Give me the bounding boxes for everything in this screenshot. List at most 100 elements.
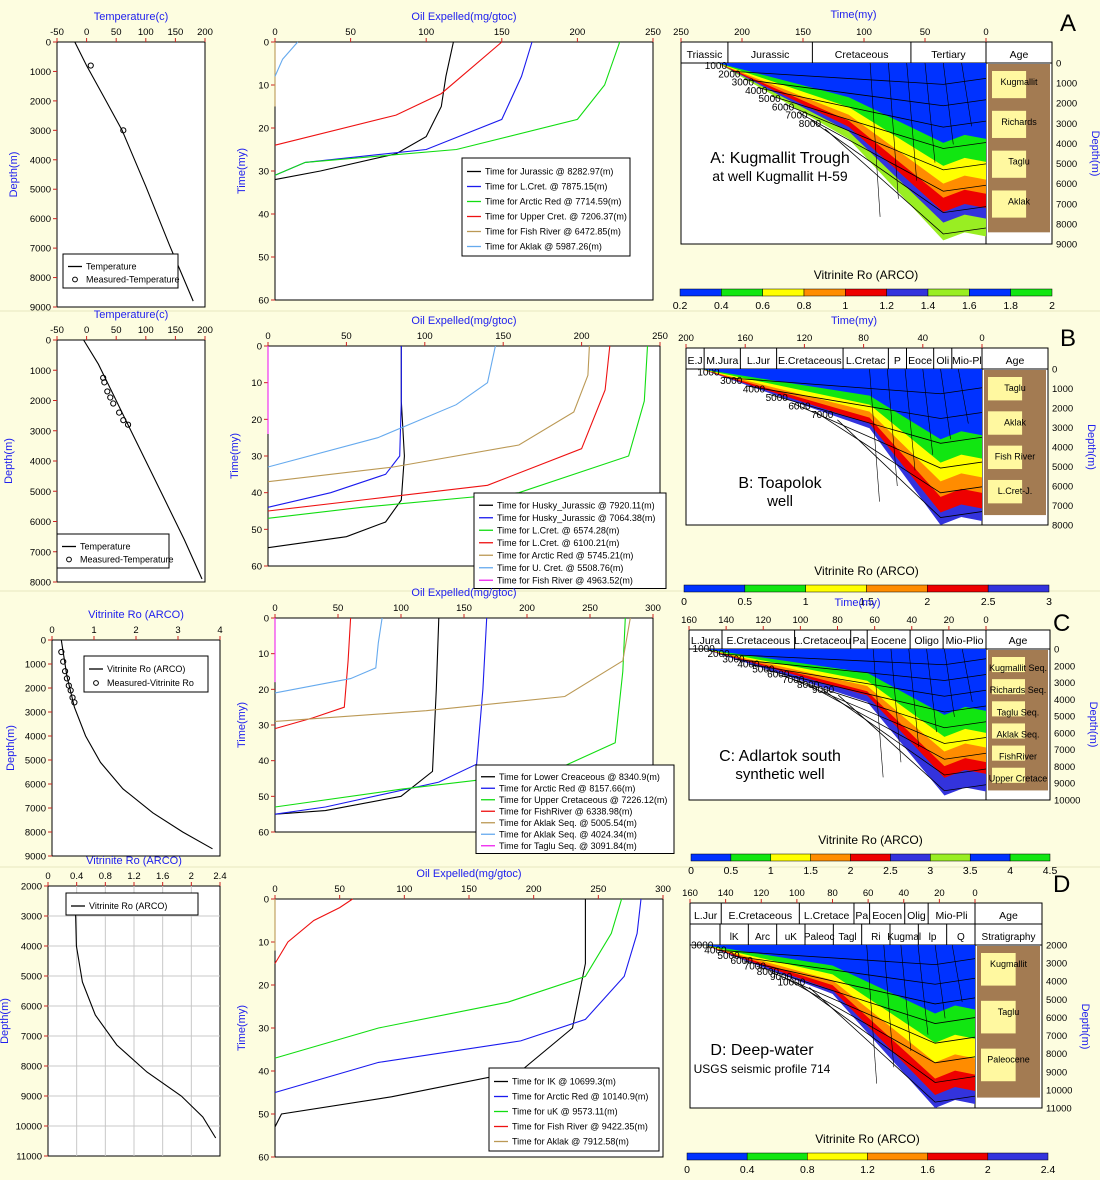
period-label: Tertiary xyxy=(931,49,966,61)
y-tick-label: 10 xyxy=(258,649,269,660)
depth-tick-label: 6000 xyxy=(1056,179,1077,190)
series-line xyxy=(274,617,488,815)
depth-tick-label: 2000 xyxy=(1054,661,1075,672)
y-tick-label: 10 xyxy=(251,378,262,389)
time-tick-label: 50 xyxy=(920,27,931,38)
ro-bar-tick: 1.4 xyxy=(921,300,936,312)
x-tick-label: 0 xyxy=(272,603,277,614)
strat-label: Arc xyxy=(755,932,770,943)
ro-bar-tick: 1.5 xyxy=(859,596,874,608)
y-tick-label: 3000 xyxy=(21,912,42,923)
contour-label: 3000 xyxy=(732,78,755,89)
measured-point xyxy=(87,62,94,69)
y-tick-label: 2000 xyxy=(30,396,51,407)
y-tick-label: 50 xyxy=(258,1110,269,1121)
time-tick-label: 20 xyxy=(944,615,955,626)
time-line xyxy=(890,648,902,763)
time-line xyxy=(943,62,954,145)
depth-tick-label: 5000 xyxy=(1054,712,1075,723)
contour-label: 1000 xyxy=(693,644,716,655)
x-tick-label: 200 xyxy=(569,27,585,38)
depth-contour xyxy=(769,971,976,1044)
depth-tick-label: 10000 xyxy=(1046,1085,1072,1096)
legend-label: Measured-Temperature xyxy=(80,555,174,565)
ro-bar-tick: 4.5 xyxy=(1043,865,1058,877)
ro-bar-tick: 2.5 xyxy=(883,865,898,877)
period-label: E.Cretaceous xyxy=(778,355,842,367)
depth-tick-label: 2000 xyxy=(1046,941,1067,952)
x-tick-label: -50 xyxy=(50,27,64,38)
ro-bar-segment xyxy=(927,1152,989,1161)
formation-label: Richards Seq. xyxy=(990,685,1047,695)
x-tick-label: 50 xyxy=(111,325,122,336)
legend-label: Temperature xyxy=(80,542,131,552)
ro-bar-tick: 1.8 xyxy=(1003,300,1018,312)
contour-label: 3000 xyxy=(720,376,743,387)
depth-axis-title: Depth(m) xyxy=(1085,424,1097,470)
legend-label: Time for U. Cret. @ 5508.76(m) xyxy=(497,563,623,573)
series-line xyxy=(274,41,503,146)
legend-marker xyxy=(72,276,78,283)
depth-tick-label: 0 xyxy=(1054,645,1059,656)
depth-contour xyxy=(782,976,976,1064)
depth-tick-label: 3000 xyxy=(1056,119,1077,130)
depth-contour xyxy=(784,103,987,171)
strat-header: Stratigraphy xyxy=(982,932,1036,943)
depth-contour xyxy=(771,95,987,149)
depth-tick-label: 7000 xyxy=(1046,1031,1067,1042)
y-tick-label: 0 xyxy=(46,38,51,49)
series-line xyxy=(274,41,299,77)
depth-contour xyxy=(718,653,987,666)
x-tick-label: 2 xyxy=(189,871,194,882)
y-tick-label: 8000 xyxy=(25,828,46,839)
x-tick-label: 100 xyxy=(417,331,433,342)
burial-A: Time(my) 250 200 150 100 50 0 Triassic Jurassic C… xyxy=(673,9,1100,312)
y-tick-label: 7000 xyxy=(30,244,51,255)
depth-contour xyxy=(808,684,987,760)
legend-label: Time for Husky_Jurassic @ 7920.11(m) xyxy=(497,500,655,510)
ro-bar-tick: 2 xyxy=(1049,300,1055,312)
y-tick-label: 0 xyxy=(264,895,269,906)
well-title: A: Kugmallit Trough xyxy=(710,150,850,167)
series-line xyxy=(74,41,194,302)
y-tick-label: 6000 xyxy=(30,517,51,528)
ro-bar-tick: 1.5 xyxy=(803,865,818,877)
series-line xyxy=(274,41,454,181)
time-tick-label: 200 xyxy=(734,27,750,38)
ro-bar-tick: 0.6 xyxy=(755,300,770,312)
y-tick-label: 10 xyxy=(258,938,269,949)
depth-contour xyxy=(730,955,976,985)
ro-bar-tick: 0.5 xyxy=(738,596,753,608)
ro-bar-tick: 2.4 xyxy=(1041,1164,1056,1175)
period-label: Eocen xyxy=(872,910,902,922)
ro-bar-segment xyxy=(969,288,1011,297)
depth-contour xyxy=(746,385,983,419)
x-axis-title: Oil Expelled(mg/gtoc) xyxy=(411,587,516,599)
formation-label: L.Cret-J. xyxy=(998,486,1033,496)
period-label: E.Cretaceous xyxy=(726,635,790,647)
series-line xyxy=(274,41,621,176)
contour-label: 7000 xyxy=(782,675,805,686)
x-tick-label: 200 xyxy=(574,331,590,342)
plot-A-temp: -50 0 50 100 150 2000100020003000400050006000… xyxy=(8,11,213,314)
depth-tick-label: 4000 xyxy=(1052,443,1073,454)
strat-label: lK xyxy=(730,932,739,943)
y-tick-label: 50 xyxy=(258,253,269,264)
depth-tick-label: 8000 xyxy=(1054,762,1075,773)
ro-bar-tick: 0.2 xyxy=(673,300,688,312)
legend-label: Time for Upper Cret. @ 7206.37(m) xyxy=(485,212,627,222)
contour-label: 5000 xyxy=(759,94,782,105)
x-tick-label: 250 xyxy=(582,603,598,614)
x-tick-label: 100 xyxy=(393,603,409,614)
time-tick-label: 160 xyxy=(737,333,753,344)
time-tick-label: 0 xyxy=(983,27,988,38)
time-line xyxy=(934,944,946,1019)
depth-tick-label: 0 xyxy=(1056,59,1061,70)
contour-label: 8000 xyxy=(797,680,820,691)
x-axis-title: Temperature(c) xyxy=(94,309,169,321)
x-tick-label: 0 xyxy=(45,871,50,882)
legend-label: Time for uK @ 9573.11(m) xyxy=(512,1107,618,1117)
depth-contour xyxy=(809,987,976,1103)
y-tick-label: 2000 xyxy=(25,684,46,695)
measured-point xyxy=(63,675,71,682)
